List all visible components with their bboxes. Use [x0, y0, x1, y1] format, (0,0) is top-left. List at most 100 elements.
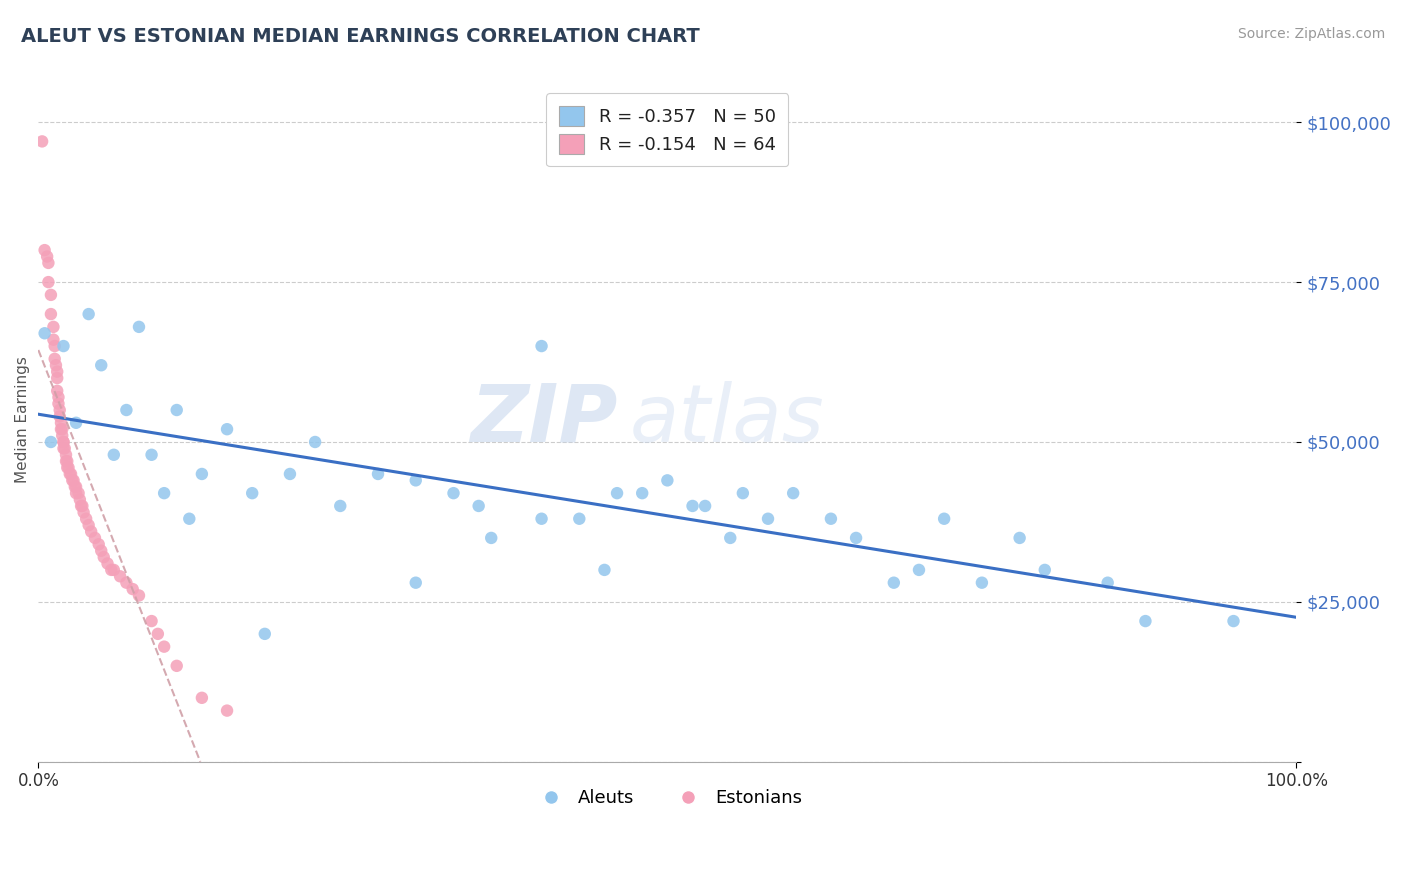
Point — [72, 499, 94, 513]
Point — [215, 422, 238, 436]
Point — [49, 422, 72, 436]
Point — [67, 486, 90, 500]
Point — [51, 422, 73, 436]
Point — [48, 396, 70, 410]
Point — [70, 499, 93, 513]
Point — [146, 627, 169, 641]
Point — [52, 435, 75, 450]
Point — [467, 499, 489, 513]
Point — [34, 243, 56, 257]
Point — [53, 442, 76, 456]
Point — [153, 640, 176, 654]
Point — [103, 448, 125, 462]
Point — [166, 403, 188, 417]
Point — [46, 371, 69, 385]
Point — [37, 275, 59, 289]
Point — [141, 448, 163, 462]
Point — [31, 135, 53, 149]
Point — [191, 690, 214, 705]
Point — [606, 486, 628, 500]
Point — [48, 403, 70, 417]
Point — [49, 416, 72, 430]
Point — [115, 403, 138, 417]
Legend: Aleuts, Estonians: Aleuts, Estonians — [526, 782, 810, 814]
Point — [756, 512, 779, 526]
Point — [908, 563, 931, 577]
Point — [60, 467, 83, 481]
Point — [77, 307, 100, 321]
Point — [55, 448, 77, 462]
Point — [75, 512, 97, 526]
Point — [42, 319, 65, 334]
Point — [128, 319, 150, 334]
Point — [65, 486, 87, 500]
Text: Source: ZipAtlas.com: Source: ZipAtlas.com — [1237, 27, 1385, 41]
Point — [103, 563, 125, 577]
Point — [405, 575, 427, 590]
Point — [63, 480, 86, 494]
Point — [93, 550, 115, 565]
Point — [56, 460, 79, 475]
Point — [90, 543, 112, 558]
Point — [970, 575, 993, 590]
Point — [46, 384, 69, 398]
Point — [37, 256, 59, 270]
Point — [934, 512, 956, 526]
Point — [367, 467, 389, 481]
Point — [39, 288, 62, 302]
Point — [52, 442, 75, 456]
Point — [39, 435, 62, 450]
Point — [62, 474, 84, 488]
Point — [59, 467, 82, 481]
Point — [44, 351, 66, 366]
Point — [141, 614, 163, 628]
Point — [39, 307, 62, 321]
Point — [718, 531, 741, 545]
Point — [128, 589, 150, 603]
Point — [108, 569, 131, 583]
Point — [121, 582, 143, 596]
Point — [48, 390, 70, 404]
Point — [72, 505, 94, 519]
Point — [240, 486, 263, 500]
Y-axis label: Median Earnings: Median Earnings — [15, 356, 30, 483]
Point — [1135, 614, 1157, 628]
Point — [96, 557, 118, 571]
Point — [60, 474, 83, 488]
Point — [166, 658, 188, 673]
Point — [253, 627, 276, 641]
Point — [329, 499, 352, 513]
Text: ZIP: ZIP — [470, 381, 617, 458]
Point — [51, 428, 73, 442]
Point — [56, 454, 79, 468]
Point — [37, 250, 59, 264]
Point — [1033, 563, 1056, 577]
Point — [52, 435, 75, 450]
Point — [42, 333, 65, 347]
Text: ALEUT VS ESTONIAN MEDIAN EARNINGS CORRELATION CHART: ALEUT VS ESTONIAN MEDIAN EARNINGS CORREL… — [21, 27, 700, 45]
Point — [304, 435, 326, 450]
Point — [55, 454, 77, 468]
Point — [191, 467, 214, 481]
Point — [44, 339, 66, 353]
Point — [58, 460, 80, 475]
Point — [845, 531, 868, 545]
Point — [568, 512, 591, 526]
Point — [153, 486, 176, 500]
Point — [69, 492, 91, 507]
Point — [65, 480, 87, 494]
Point — [80, 524, 103, 539]
Point — [115, 575, 138, 590]
Point — [48, 409, 70, 424]
Point — [682, 499, 704, 513]
Point — [52, 339, 75, 353]
Point — [1097, 575, 1119, 590]
Point — [405, 474, 427, 488]
Point — [530, 339, 553, 353]
Point — [883, 575, 905, 590]
Point — [593, 563, 616, 577]
Point — [100, 563, 122, 577]
Point — [782, 486, 804, 500]
Point — [695, 499, 717, 513]
Point — [179, 512, 201, 526]
